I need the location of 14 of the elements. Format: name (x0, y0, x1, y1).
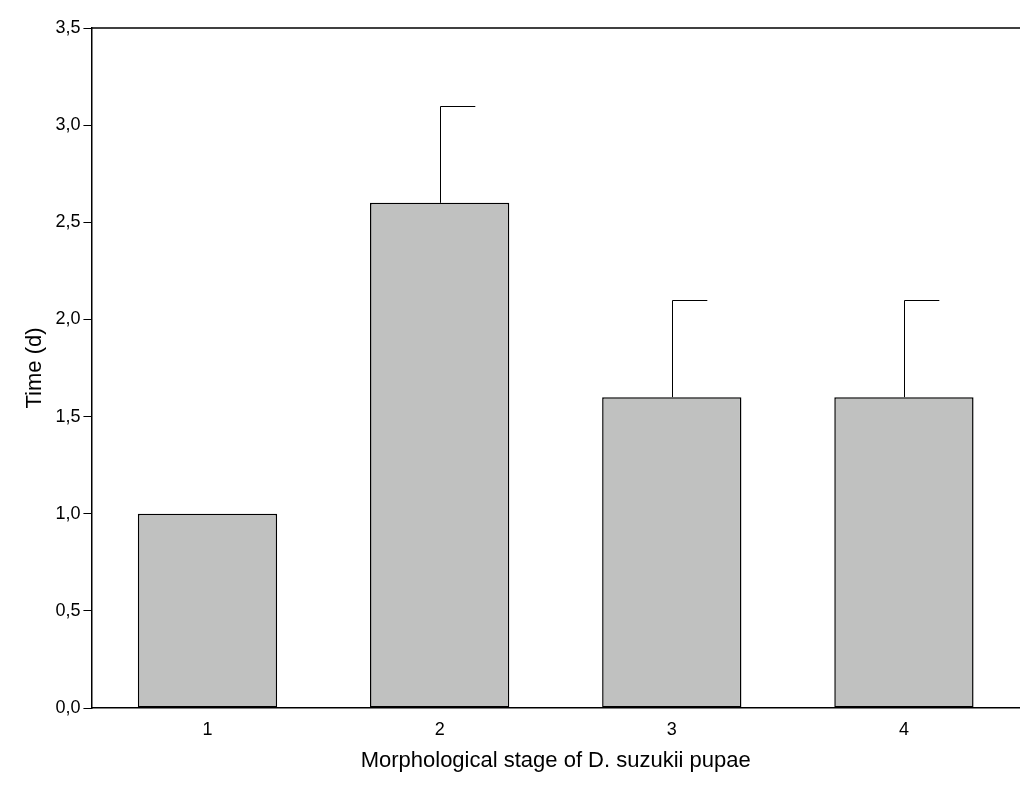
x-tick-label: 4 (898, 718, 909, 739)
y-tick-label: 1,5 (55, 405, 81, 426)
y-tick-label: 3,5 (55, 16, 81, 37)
x-tick-label: 1 (202, 718, 213, 739)
y-axis-title: Time (d) (21, 327, 47, 409)
y-tick-label: 3,0 (55, 114, 81, 135)
x-tick-label: 3 (666, 718, 677, 739)
y-tick-label: 0,5 (55, 599, 81, 620)
y-tick-label: 2,0 (55, 308, 81, 329)
x-tick-label: 2 (434, 718, 445, 739)
y-tick-label: 0,0 (55, 696, 81, 717)
y-tick-label: 2,5 (55, 211, 81, 232)
x-axis-title: Morphological stage of D. suzukii pupae (360, 746, 751, 772)
y-tick-label: 1,0 (55, 502, 81, 523)
